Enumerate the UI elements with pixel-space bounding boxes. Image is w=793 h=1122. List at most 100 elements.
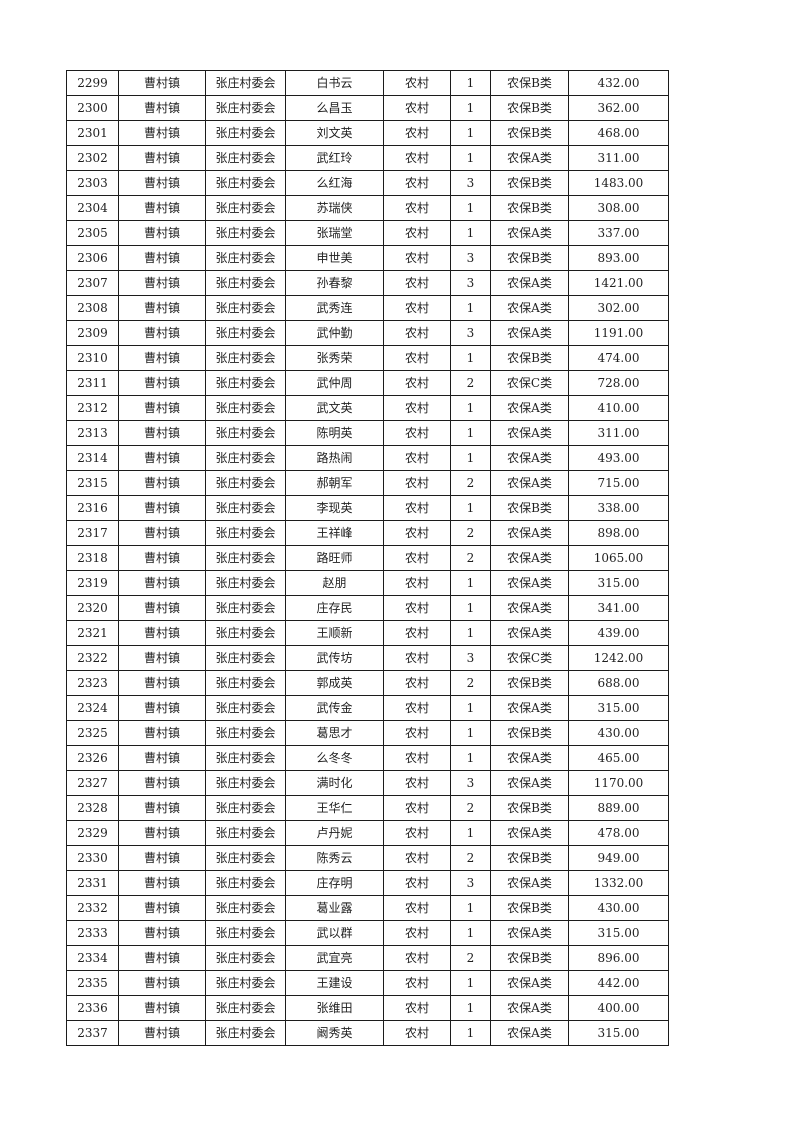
cell-residence-type: 农村 <box>383 770 451 796</box>
cell-village-committee: 张庄村委会 <box>205 520 286 546</box>
cell-person-name: 陈秀云 <box>285 845 384 871</box>
cell-residence-type: 农村 <box>383 270 451 296</box>
cell-insurance-class: 农保A类 <box>490 995 569 1021</box>
cell-insurance-class: 农保A类 <box>490 1020 569 1046</box>
cell-amount: 949.00 <box>568 845 669 871</box>
cell-seq-number: 2303 <box>66 170 119 196</box>
cell-person-count: 1 <box>450 595 491 621</box>
cell-insurance-class: 农保A类 <box>490 920 569 946</box>
cell-amount: 688.00 <box>568 670 669 696</box>
cell-seq-number: 2320 <box>66 595 119 621</box>
cell-amount: 315.00 <box>568 570 669 596</box>
table-row: 2331 曹村镇 张庄村委会 庄存明 农村 3 农保A类 1332.00 <box>66 870 669 896</box>
cell-person-count: 3 <box>450 870 491 896</box>
cell-residence-type: 农村 <box>383 345 451 371</box>
table-row: 2300 曹村镇 张庄村委会 么昌玉 农村 1 农保B类 362.00 <box>66 95 669 121</box>
table-row: 2301 曹村镇 张庄村委会 刘文英 农村 1 农保B类 468.00 <box>66 120 669 146</box>
cell-amount: 430.00 <box>568 895 669 921</box>
cell-seq-number: 2319 <box>66 570 119 596</box>
cell-village-committee: 张庄村委会 <box>205 145 286 171</box>
cell-residence-type: 农村 <box>383 70 451 96</box>
cell-amount: 728.00 <box>568 370 669 396</box>
cell-village-committee: 张庄村委会 <box>205 970 286 996</box>
cell-village-committee: 张庄村委会 <box>205 870 286 896</box>
cell-insurance-class: 农保A类 <box>490 970 569 996</box>
cell-residence-type: 农村 <box>383 195 451 221</box>
cell-amount: 478.00 <box>568 820 669 846</box>
cell-person-name: 苏瑞侠 <box>285 195 384 221</box>
cell-town: 曹村镇 <box>118 745 206 771</box>
cell-seq-number: 2309 <box>66 320 119 346</box>
cell-village-committee: 张庄村委会 <box>205 945 286 971</box>
cell-town: 曹村镇 <box>118 170 206 196</box>
cell-residence-type: 农村 <box>383 220 451 246</box>
table-row: 2314 曹村镇 张庄村委会 路热闹 农村 1 农保A类 493.00 <box>66 445 669 471</box>
cell-seq-number: 2299 <box>66 70 119 96</box>
cell-town: 曹村镇 <box>118 120 206 146</box>
cell-amount: 302.00 <box>568 295 669 321</box>
cell-town: 曹村镇 <box>118 945 206 971</box>
cell-town: 曹村镇 <box>118 620 206 646</box>
cell-village-committee: 张庄村委会 <box>205 270 286 296</box>
cell-village-committee: 张庄村委会 <box>205 395 286 421</box>
cell-residence-type: 农村 <box>383 595 451 621</box>
cell-seq-number: 2335 <box>66 970 119 996</box>
cell-amount: 311.00 <box>568 145 669 171</box>
cell-amount: 315.00 <box>568 1020 669 1046</box>
benefit-records-table: 2299 曹村镇 张庄村委会 白书云 农村 1 农保B类 432.00 2300 曹村镇 张庄村委会… <box>66 70 669 1046</box>
table-row: 2316 曹村镇 张庄村委会 李现英 农村 1 农保B类 338.00 <box>66 495 669 521</box>
cell-seq-number: 2304 <box>66 195 119 221</box>
cell-village-committee: 张庄村委会 <box>205 195 286 221</box>
cell-amount: 465.00 <box>568 745 669 771</box>
cell-town: 曹村镇 <box>118 220 206 246</box>
cell-insurance-class: 农保A类 <box>490 570 569 596</box>
cell-town: 曹村镇 <box>118 345 206 371</box>
cell-amount: 410.00 <box>568 395 669 421</box>
cell-amount: 315.00 <box>568 920 669 946</box>
cell-amount: 715.00 <box>568 470 669 496</box>
cell-town: 曹村镇 <box>118 995 206 1021</box>
cell-seq-number: 2326 <box>66 745 119 771</box>
cell-residence-type: 农村 <box>383 295 451 321</box>
cell-person-count: 2 <box>450 545 491 571</box>
cell-village-committee: 张庄村委会 <box>205 795 286 821</box>
cell-person-name: 申世美 <box>285 245 384 271</box>
cell-person-count: 1 <box>450 70 491 96</box>
cell-insurance-class: 农保A类 <box>490 320 569 346</box>
cell-seq-number: 2311 <box>66 370 119 396</box>
cell-town: 曹村镇 <box>118 420 206 446</box>
cell-seq-number: 2337 <box>66 1020 119 1046</box>
cell-person-name: 武宜亮 <box>285 945 384 971</box>
cell-insurance-class: 农保B类 <box>490 670 569 696</box>
cell-person-name: 武红玲 <box>285 145 384 171</box>
cell-person-name: 王顺新 <box>285 620 384 646</box>
table-row: 2305 曹村镇 张庄村委会 张瑞堂 农村 1 农保A类 337.00 <box>66 220 669 246</box>
cell-residence-type: 农村 <box>383 145 451 171</box>
table-row: 2303 曹村镇 张庄村委会 么红海 农村 3 农保B类 1483.00 <box>66 170 669 196</box>
table-row: 2311 曹村镇 张庄村委会 武仲周 农村 2 农保C类 728.00 <box>66 370 669 396</box>
cell-person-name: 张秀荣 <box>285 345 384 371</box>
table-row: 2323 曹村镇 张庄村委会 郭成英 农村 2 农保B类 688.00 <box>66 670 669 696</box>
cell-seq-number: 2306 <box>66 245 119 271</box>
table-row: 2332 曹村镇 张庄村委会 葛业露 农村 1 农保B类 430.00 <box>66 895 669 921</box>
cell-residence-type: 农村 <box>383 245 451 271</box>
cell-person-count: 2 <box>450 795 491 821</box>
cell-town: 曹村镇 <box>118 595 206 621</box>
cell-residence-type: 农村 <box>383 445 451 471</box>
cell-amount: 308.00 <box>568 195 669 221</box>
table-row: 2330 曹村镇 张庄村委会 陈秀云 农村 2 农保B类 949.00 <box>66 845 669 871</box>
cell-amount: 1421.00 <box>568 270 669 296</box>
cell-insurance-class: 农保A类 <box>490 145 569 171</box>
cell-amount: 1332.00 <box>568 870 669 896</box>
cell-residence-type: 农村 <box>383 520 451 546</box>
cell-insurance-class: 农保A类 <box>490 595 569 621</box>
cell-insurance-class: 农保A类 <box>490 545 569 571</box>
cell-person-name: 王建设 <box>285 970 384 996</box>
cell-residence-type: 农村 <box>383 545 451 571</box>
cell-town: 曹村镇 <box>118 870 206 896</box>
cell-insurance-class: 农保A类 <box>490 820 569 846</box>
table-row: 2326 曹村镇 张庄村委会 么冬冬 农村 1 农保A类 465.00 <box>66 745 669 771</box>
cell-village-committee: 张庄村委会 <box>205 445 286 471</box>
cell-person-name: 庄存明 <box>285 870 384 896</box>
cell-residence-type: 农村 <box>383 895 451 921</box>
